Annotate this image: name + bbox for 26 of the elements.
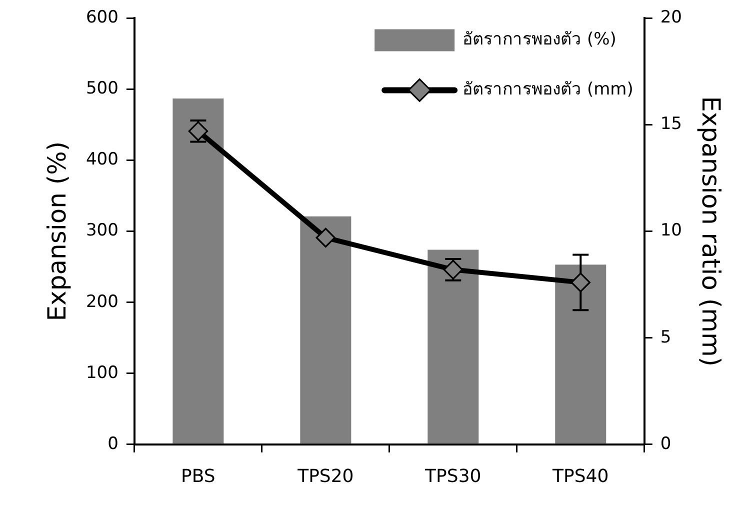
y2-axis-title: Expansion ratio (mm) bbox=[696, 96, 726, 367]
y2-tick-label: 15 bbox=[660, 114, 682, 134]
bar bbox=[172, 98, 224, 444]
point bbox=[316, 228, 336, 248]
x-tick-label: PBS bbox=[181, 466, 216, 487]
y2-tick-label: 10 bbox=[660, 220, 682, 241]
legend-label: อัตราการพองตัว (mm) bbox=[462, 80, 634, 100]
y-tick-label: 400 bbox=[86, 150, 118, 170]
y-tick-label: 0 bbox=[108, 434, 118, 454]
y-tick-label: 100 bbox=[86, 362, 118, 383]
y2-tick-label: 5 bbox=[660, 327, 672, 348]
point bbox=[570, 272, 590, 292]
y-tick-label: 300 bbox=[86, 220, 118, 241]
x-tick-label: TPS40 bbox=[552, 466, 609, 487]
y2-tick-label: 0 bbox=[660, 434, 672, 454]
bar bbox=[555, 264, 606, 444]
bar bbox=[300, 216, 352, 444]
y-tick-label: 600 bbox=[86, 8, 118, 28]
y-tick-label: 500 bbox=[86, 78, 118, 99]
bar bbox=[428, 250, 479, 444]
y-tick-label: 200 bbox=[86, 292, 118, 312]
x-tick-label: TPS20 bbox=[296, 466, 354, 487]
y2-tick-label: 20 bbox=[660, 8, 682, 28]
legend-label: อัตราการพองตัว (%) bbox=[462, 30, 616, 50]
x-tick-label: TPS30 bbox=[424, 466, 482, 487]
y-axis-title: Expansion (%) bbox=[42, 141, 72, 322]
